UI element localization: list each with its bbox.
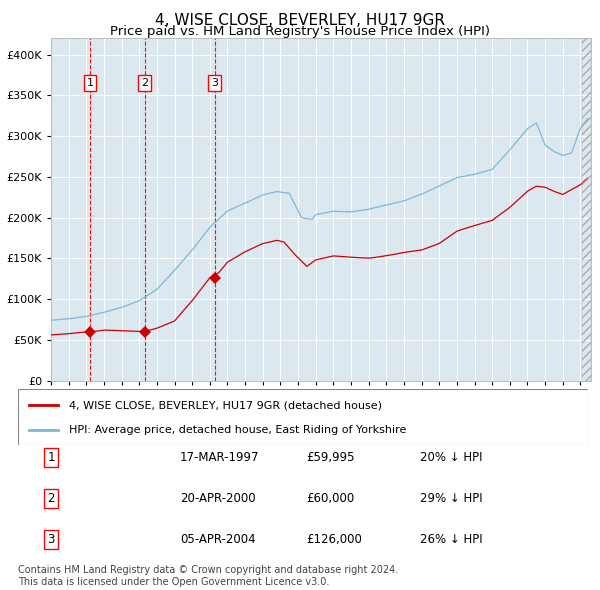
Text: 20-APR-2000: 20-APR-2000 [180, 492, 256, 505]
Text: 29% ↓ HPI: 29% ↓ HPI [420, 492, 482, 505]
Text: 2: 2 [47, 492, 55, 505]
Text: 05-APR-2004: 05-APR-2004 [180, 533, 256, 546]
Text: 1: 1 [86, 78, 94, 88]
Text: 26% ↓ HPI: 26% ↓ HPI [420, 533, 482, 546]
Text: 20% ↓ HPI: 20% ↓ HPI [420, 451, 482, 464]
Text: 3: 3 [47, 533, 55, 546]
Text: 3: 3 [211, 78, 218, 88]
Text: Price paid vs. HM Land Registry's House Price Index (HPI): Price paid vs. HM Land Registry's House … [110, 25, 490, 38]
Text: £59,995: £59,995 [306, 451, 355, 464]
Text: Contains HM Land Registry data © Crown copyright and database right 2024.
This d: Contains HM Land Registry data © Crown c… [18, 565, 398, 587]
Text: 4, WISE CLOSE, BEVERLEY, HU17 9GR (detached house): 4, WISE CLOSE, BEVERLEY, HU17 9GR (detac… [70, 400, 382, 410]
Text: 1: 1 [47, 451, 55, 464]
Text: £126,000: £126,000 [306, 533, 362, 546]
Text: HPI: Average price, detached house, East Riding of Yorkshire: HPI: Average price, detached house, East… [70, 425, 407, 435]
Text: 17-MAR-1997: 17-MAR-1997 [180, 451, 260, 464]
Text: 2: 2 [141, 78, 148, 88]
Text: £60,000: £60,000 [306, 492, 354, 505]
FancyBboxPatch shape [18, 389, 588, 445]
Text: 4, WISE CLOSE, BEVERLEY, HU17 9GR: 4, WISE CLOSE, BEVERLEY, HU17 9GR [155, 13, 445, 28]
